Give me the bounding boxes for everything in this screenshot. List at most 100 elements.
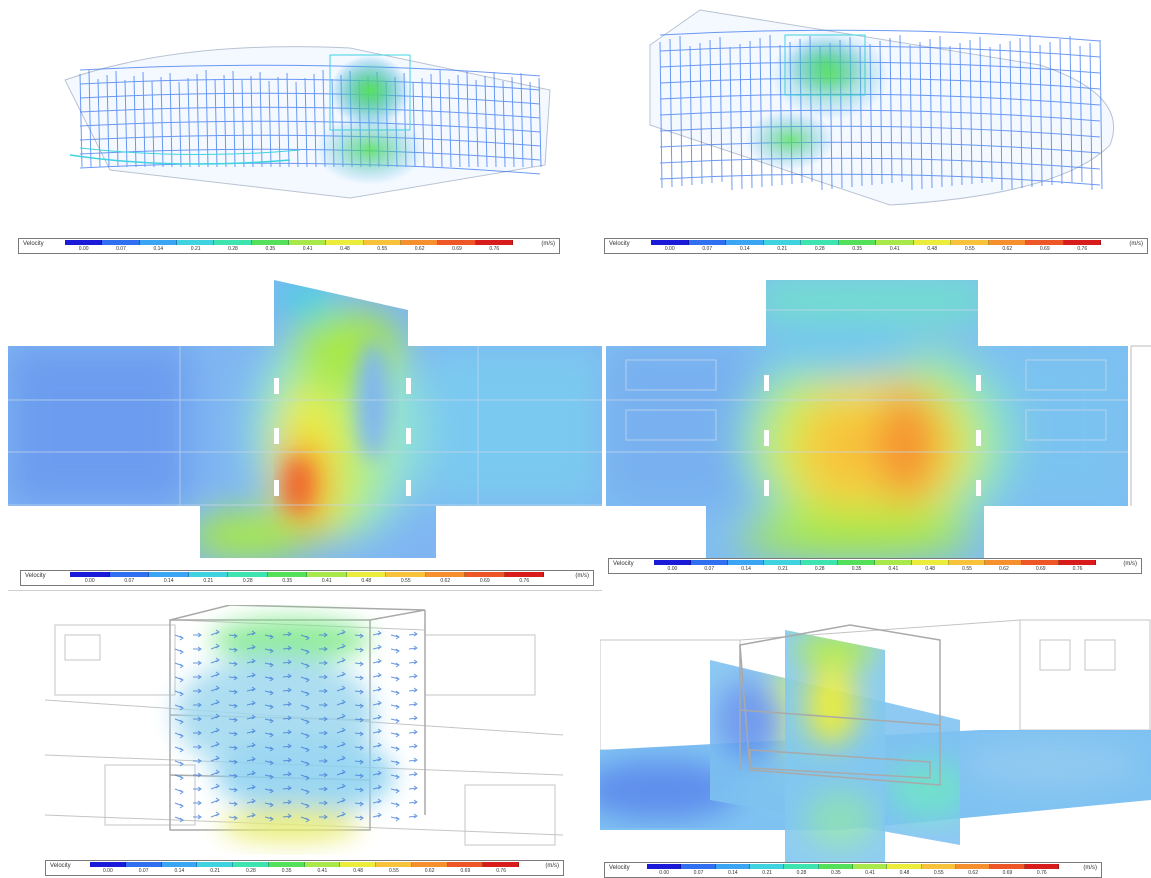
legend-swatch [749,864,785,869]
legend-label: Velocity [25,573,46,579]
legend-tick: 0.48 [340,246,350,252]
legend-tick: 0.21 [777,246,788,252]
legend-tick: 0.55 [933,870,944,876]
legend-color-bar [647,864,1059,869]
legend-tick: 0.69 [460,868,471,874]
legend-tick: 0.62 [440,578,451,584]
legend-tick: 0.00 [78,246,89,252]
legend-unit: (m/s) [1123,561,1137,567]
legend-tick: 0.07 [116,246,126,252]
legend-swatch [251,240,289,245]
legend-tick: 0.21 [762,870,773,876]
legend-label: Velocity [609,865,630,871]
legend-swatch [176,240,215,245]
legend-swatch [465,572,505,577]
legend-swatch [715,864,750,869]
legend-swatch [65,240,103,245]
legend-swatch [90,862,126,867]
legend-swatch [475,240,513,245]
legend-swatch [267,572,307,577]
legend-tick: 0.14 [153,246,164,252]
legend-tick: 0.07 [138,868,149,874]
legend-tick: 0.76 [496,868,506,874]
legend-tick: 0.35 [852,246,863,252]
legend-color-bar [654,560,1096,565]
legend-swatch [801,560,839,565]
legend-tick: 0.69 [1002,870,1013,876]
legend-tick: 0.48 [925,566,936,572]
legend-tick: 0.35 [851,566,862,572]
legend-unit: (m/s) [1129,241,1143,247]
legend-tick: 0.14 [741,566,751,572]
legend-tick: 0.41 [888,566,899,572]
legend-swatch [1022,560,1060,565]
legend-tick: 0.76 [1036,870,1047,876]
legend-swatch [887,864,922,869]
legend-swatch [304,862,341,867]
legend-tick: 0.14 [163,578,174,584]
legend-tick: 0.28 [228,246,238,252]
legend-swatch [386,572,426,577]
legend-label: Velocity [50,863,71,869]
legend-tick: 0.69 [1035,566,1046,572]
legend-tick: 0.28 [796,870,807,876]
legend-ticks: 0.00 0.07 0.14 0.21 0.28 0.35 0.41 0.48 0.55 0.62… [90,868,519,875]
legend-swatch [483,862,519,867]
legend-unit: (m/s) [1083,865,1097,871]
legend-swatch [784,864,819,869]
velocity-contour-plan-1 [8,280,602,558]
slice-planes-view-3d [600,600,1151,862]
legend-tick: 0.00 [664,246,675,252]
legend-tick: 0.62 [1002,246,1013,252]
legend-swatch [647,864,682,869]
legend-tick: 0.48 [899,870,910,876]
legend-tick: 0.14 [174,868,185,874]
legend-swatch [874,560,912,565]
legend-swatch [913,240,951,245]
legend-swatch [188,572,228,577]
legend-swatch [161,862,198,867]
legend-ticks: 0.00 0.07 0.14 0.21 0.28 0.35 0.41 0.48 0.55 0.62… [651,246,1101,253]
legend-tick: 0.28 [814,566,825,572]
legend-swatch [690,560,728,565]
vector-view-3d [45,605,563,855]
legend-swatch [376,862,412,867]
legend-color-bar [65,240,513,245]
legend-tick: 0.28 [242,578,253,584]
legend-swatch [1026,240,1064,245]
legend-swatch [233,862,269,867]
legend-tick: 0.35 [281,868,292,874]
legend-swatch [852,864,888,869]
legend-tick: 0.14 [739,246,750,252]
legend-swatch [1024,864,1059,869]
velocity-legend-1: Velocity 0.00 0.07 0.14 0.21 0.28 0.35 0.41 0.48… [18,238,560,254]
legend-swatch [268,862,305,867]
legend-label: Velocity [613,561,634,567]
legend-ticks: 0.00 0.07 0.14 0.21 0.28 0.35 0.41 0.48 0.55 0.62… [654,566,1096,573]
legend-swatch [400,240,439,245]
legend-tick: 0.00 [667,566,678,572]
legend-swatch [125,862,162,867]
legend-tick: 0.35 [265,246,276,252]
legend-tick: 0.76 [1072,566,1083,572]
legend-tick: 0.48 [361,578,372,584]
legend-swatch [447,862,484,867]
legend-swatch [438,240,476,245]
legend-unit: (m/s) [541,241,555,247]
legend-tick: 0.28 [814,246,825,252]
legend-unit: (m/s) [575,573,589,579]
legend-swatch [346,572,386,577]
legend-swatch [921,864,956,869]
legend-tick: 0.21 [203,578,214,584]
velocity-legend-4: Velocity 0.00 0.07 0.14 0.21 0.28 0.35 0.41 0.48… [608,558,1142,574]
legend-ticks: 0.00 0.07 0.14 0.21 0.28 0.35 0.41 0.48 0.55 0.62… [647,870,1059,877]
legend-color-bar [70,572,544,577]
legend-swatch [504,572,544,577]
legend-tick: 0.48 [927,246,938,252]
legend-swatch [838,240,876,245]
legend-swatch [340,862,376,867]
legend-swatch [102,240,140,245]
legend-swatch [1063,240,1101,245]
legend-tick: 0.07 [702,246,713,252]
legend-tick: 0.28 [246,868,256,874]
